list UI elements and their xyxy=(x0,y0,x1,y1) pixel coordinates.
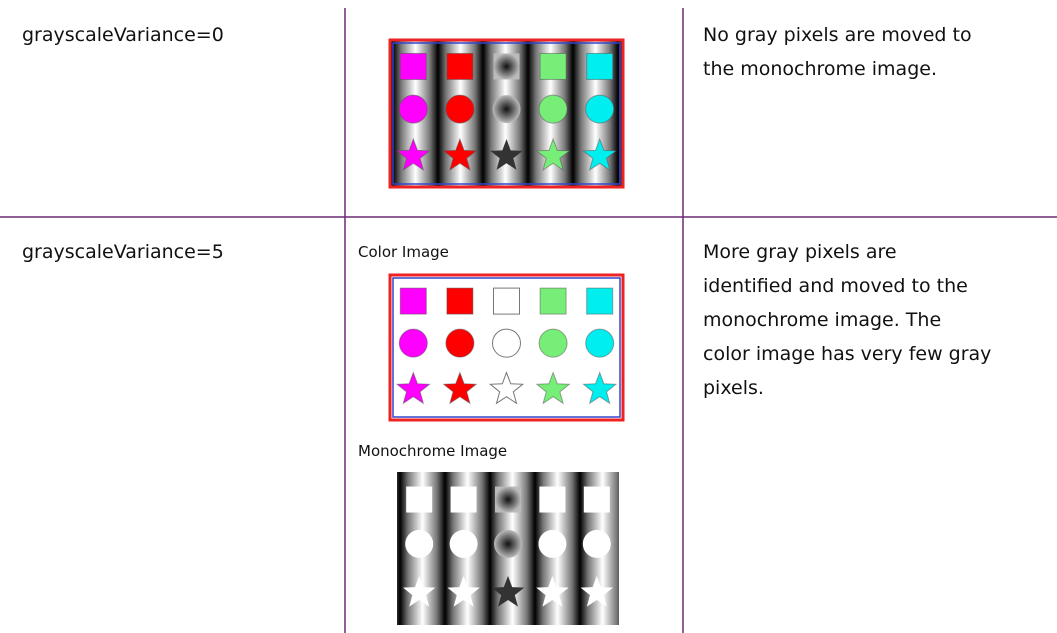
shape-star xyxy=(395,371,431,405)
description-line: identified and moved to the xyxy=(703,275,968,297)
shape-circle xyxy=(585,94,615,124)
description-line: No gray pixels are moved to xyxy=(703,24,972,46)
description-line: pixels. xyxy=(703,377,764,399)
shape-star xyxy=(582,371,618,405)
shape-circle xyxy=(449,529,478,558)
shape-square xyxy=(450,486,477,513)
image-frame xyxy=(392,277,621,418)
shape-square xyxy=(539,486,566,513)
shape-circle xyxy=(582,529,611,558)
setting-label: grayscaleVariance=0 xyxy=(22,24,224,46)
setting-label: grayscaleVariance=5 xyxy=(22,241,224,263)
description-line: color image has very few gray xyxy=(703,343,992,365)
shape-star xyxy=(488,371,525,405)
shape-star xyxy=(582,137,618,172)
image xyxy=(397,472,619,625)
shape-circle xyxy=(445,94,475,124)
description-line: More gray pixels are xyxy=(703,241,897,263)
shape-square xyxy=(406,486,433,513)
shape-circle xyxy=(398,328,428,358)
shape-circle xyxy=(585,328,615,358)
shape-square xyxy=(495,486,521,513)
shape-square xyxy=(539,52,567,80)
shape-star xyxy=(491,575,525,607)
image-frame xyxy=(388,38,625,189)
shape-star xyxy=(580,575,613,607)
image-frame xyxy=(392,42,621,185)
image xyxy=(388,38,625,189)
shape-circle xyxy=(538,328,568,358)
shape-star xyxy=(395,137,431,172)
image-caption: Monochrome Image xyxy=(358,442,508,460)
shape-circle xyxy=(494,529,522,558)
shape-square xyxy=(586,52,614,80)
shape-circle xyxy=(492,328,521,358)
image xyxy=(388,273,625,422)
description-line: monochrome image. The xyxy=(703,309,942,331)
shape-circle xyxy=(538,94,568,124)
shape-circle xyxy=(445,328,475,358)
shape-square xyxy=(446,287,474,315)
shape-star xyxy=(442,137,478,172)
shape-star xyxy=(535,137,571,172)
shape-star xyxy=(447,575,480,607)
shape-square xyxy=(493,53,520,80)
image-caption: Color Image xyxy=(358,243,449,261)
shape-star xyxy=(442,371,478,405)
shape-circle xyxy=(398,94,428,124)
shape-star xyxy=(490,139,523,170)
shape-circle xyxy=(538,529,567,558)
shape-square xyxy=(583,486,610,513)
shape-star xyxy=(535,371,571,405)
shape-square xyxy=(493,287,520,315)
shape-star xyxy=(403,575,436,607)
shape-circle xyxy=(492,95,521,124)
shape-square xyxy=(539,287,567,315)
shape-square xyxy=(446,52,474,80)
shape-circle xyxy=(405,529,434,558)
image-frame xyxy=(388,273,625,422)
description-line: the monochrome image. xyxy=(703,58,937,80)
shape-square xyxy=(399,52,427,80)
shape-star xyxy=(536,575,569,607)
shape-square xyxy=(586,287,614,315)
shape-square xyxy=(399,287,427,315)
